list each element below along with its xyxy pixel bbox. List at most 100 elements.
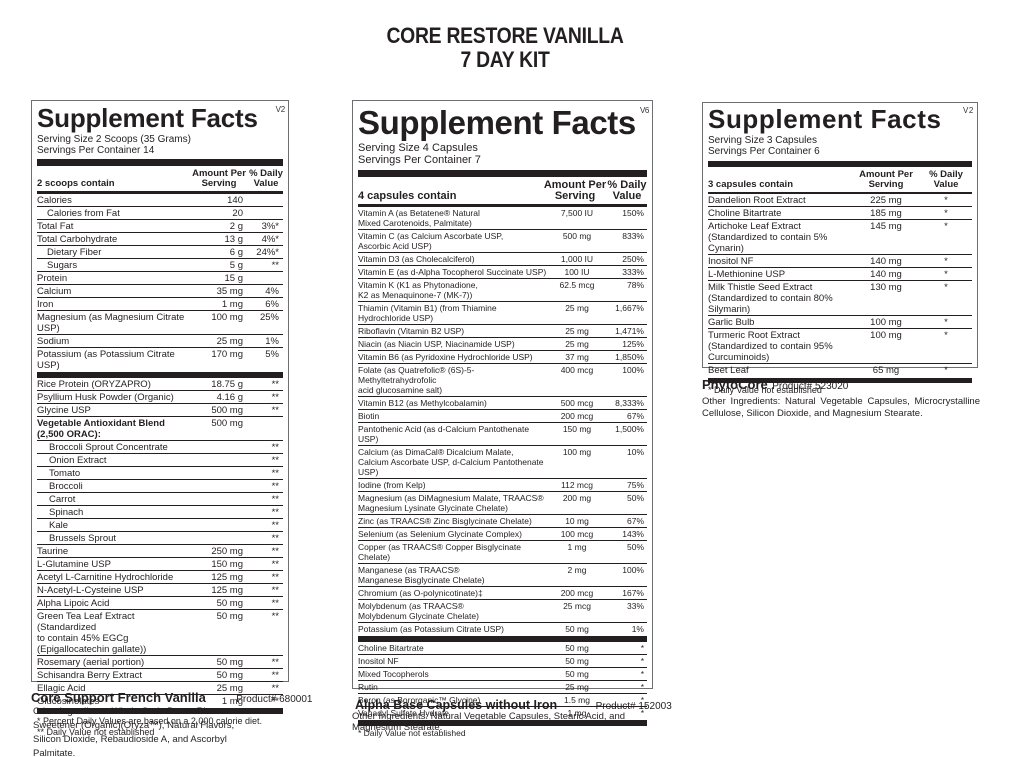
ingredient-name: Taurine (37, 545, 69, 557)
daily-value: 67% (626, 411, 644, 421)
ingredient-name: Niacin (as Niacin USP, Niacinamide USP) (358, 339, 515, 349)
table-row: Zinc (as TRAACS® Zinc Bisglycinate Chela… (358, 514, 647, 527)
daily-value: 1,667% (615, 303, 644, 313)
table-row: Glycine USP 500 mg ** (37, 403, 283, 416)
table-row: Magnesium (as Magnesium Citrate USP) 100 … (37, 310, 283, 334)
table-row: Chromium (as O-polynicotinate)‡ 200 mcg 16… (358, 586, 647, 599)
daily-value: 50% (626, 493, 644, 503)
daily-value: 78% (626, 280, 644, 290)
panel-heading: Supplement Facts V2 (708, 104, 974, 134)
daily-value (249, 273, 283, 284)
ingredient-name: Magnesium (as Magnesium Citrate USP) (37, 311, 185, 334)
daily-value: 167% (622, 588, 644, 598)
ingredient-name: L-Methionine USP (708, 268, 786, 280)
table-row: Alpha Lipoic Acid 50 mg ** (37, 596, 283, 609)
table-row: Ellagic Acid 25 mg ** (37, 681, 283, 694)
ingredient-name: Glycine USP (37, 404, 91, 416)
daily-value: * (944, 281, 948, 293)
ingredient-name: Vitamin A (as Betatene® Natural Mixed Ca… (358, 208, 480, 228)
contain-label: 4 capsules contain (358, 190, 457, 202)
ingredient-name: Vegetable Antioxidant Blend (2,500 ORAC)… (37, 417, 165, 440)
amount-per-serving: 50 mg (565, 656, 589, 666)
amount-per-serving (189, 468, 249, 479)
daily-value: * (944, 220, 948, 232)
serving-size: Serving Size 3 Capsules (708, 135, 817, 146)
table-row: Calcium 35 mg 4% (37, 284, 283, 297)
amount-per-serving: 500 mg (211, 404, 243, 416)
ingredient-name: Schisandra Berry Extract (37, 669, 143, 681)
divider-thick (708, 378, 972, 383)
amount-per-serving: 1.5 mg (564, 695, 590, 705)
divider-thick (37, 159, 283, 166)
daily-value: 250% (622, 254, 644, 264)
amount-per-serving: 18.75 g (211, 378, 243, 390)
table-row: Taurine 250 mg ** (37, 544, 283, 557)
table-row: Sugars 5 g ** (37, 258, 283, 271)
table-row: Vitamin K (K1 as Phytonadione, K2 as Men… (358, 278, 647, 301)
daily-value: * (640, 669, 644, 679)
kit-title-line1: CORE RESTORE VANILLA (386, 23, 624, 48)
divider-thick (358, 636, 647, 642)
dv-header: % Daily Value (929, 169, 963, 190)
amount-header: Amount Per Serving (859, 169, 913, 190)
daily-value: ** (271, 519, 279, 531)
amount-per-serving: 500 mg (562, 231, 592, 241)
amount-per-serving (189, 494, 249, 505)
product-line-phytocore: PhytoCore Product# 523020 (702, 376, 848, 394)
version-label: V2 (275, 105, 286, 114)
daily-value: 24%* (256, 246, 279, 258)
amount-per-serving: 150 mg (211, 558, 243, 570)
amount-per-serving: 10 mg (565, 516, 589, 526)
daily-value: * (944, 268, 948, 280)
table-row: N-Acetyl-L-Cysteine USP 125 mg ** (37, 583, 283, 596)
ingredient-name: Protein (37, 272, 68, 284)
table-row: Manganese (as TRAACS® Manganese Bisglyci… (358, 563, 647, 586)
amount-per-serving: 185 mg (870, 207, 902, 219)
daily-value: 833% (622, 231, 644, 241)
daily-value: ** (271, 532, 279, 544)
ingredient-name: Pantothenic Acid (as d-Calcium Pantothen… (358, 424, 530, 444)
daily-value: ** (271, 682, 279, 694)
amount-per-serving: 100 mg (562, 447, 592, 457)
ingredient-name: Rutin (358, 682, 378, 692)
daily-value: ** (271, 597, 279, 609)
servings-per-container: Servings Per Container 14 (37, 145, 155, 156)
amount-per-serving: 1 mg (567, 708, 587, 718)
table-row: Vitamin B6 (as Pyridoxine Hydrochloride … (358, 350, 647, 363)
nutrient-table: Vitamin A (as Betatene® Natural Mixed Ca… (358, 207, 647, 635)
ingredient-name: Inositol NF (358, 656, 399, 666)
ingredient-name: Vitamin K (K1 as Phytonadione, K2 as Men… (358, 280, 478, 300)
daily-value: * (944, 255, 948, 267)
ingredient-name: Chromium (as O-polynicotinate)‡ (358, 588, 483, 598)
amount-per-serving: 500 mcg (560, 398, 594, 408)
table-row: Potassium (as Potassium Citrate USP) 170 … (37, 347, 283, 371)
ingredient-name: Rice Protein (ORYZAPRO) (37, 378, 151, 390)
amount-per-serving: 2 mg (567, 565, 587, 575)
amount-header: Amount Per Serving (192, 168, 246, 189)
dv-header: % Daily Value (249, 168, 283, 189)
amount-header: Amount Per Serving (543, 179, 607, 202)
daily-value: 4%* (261, 233, 279, 245)
ingredient-name: Beet Leaf (708, 364, 749, 376)
amount-per-serving: 50 mg (216, 597, 243, 609)
amount-per-serving: 150 mg (562, 424, 592, 434)
table-row: Green Tea Leaf Extract (Standardized to … (37, 609, 283, 655)
daily-value: * (944, 207, 948, 219)
ingredient-name: Broccoli (49, 480, 83, 492)
ingredient-table: Dandelion Root Extract 225 mg * Choline Bit… (708, 194, 972, 376)
table-row: Artichoke Leaf Extract (Standardized to … (708, 219, 972, 254)
amount-per-serving: 140 (227, 194, 243, 206)
table-row: Copper (as TRAACS® Copper Bisglycinate C… (358, 540, 647, 563)
daily-value: 150% (622, 208, 644, 218)
ingredient-name: Tomato (49, 467, 81, 479)
amount-per-serving (189, 507, 249, 518)
daily-value: ** (271, 378, 279, 390)
product-name: PhytoCore (702, 377, 768, 392)
daily-value: 5% (265, 348, 279, 360)
daily-value: ** (271, 467, 279, 479)
daily-value: ** (271, 558, 279, 570)
product-number: Product# 152003 (595, 701, 672, 712)
daily-value: ** (271, 441, 279, 453)
footnotes: * Percent Daily Values are based on a 2,… (37, 714, 283, 738)
ingredient-name: Spinach (49, 506, 84, 518)
